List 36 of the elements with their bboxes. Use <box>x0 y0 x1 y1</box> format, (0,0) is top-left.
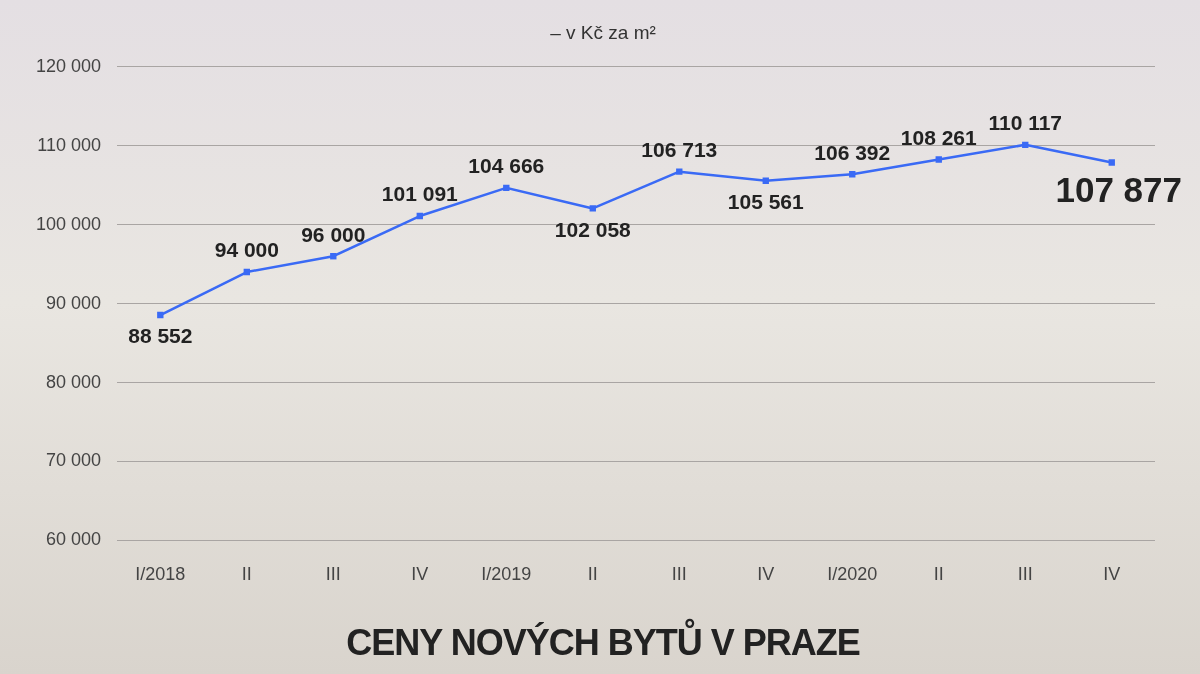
y-tick-label: 60 000 <box>46 529 102 550</box>
data-label: 106 392 <box>814 140 891 164</box>
point <box>1108 159 1115 166</box>
point <box>935 156 942 163</box>
y-tick-label: 90 000 <box>46 292 102 313</box>
data-label: 104 666 <box>468 154 545 178</box>
x-tick-label: II <box>933 564 944 585</box>
y-tick-label: 100 000 <box>35 213 102 234</box>
data-label: 96 000 <box>301 222 366 246</box>
data-label: 107 877 <box>1055 169 1182 209</box>
point <box>676 168 683 175</box>
x-tick-label: II <box>587 564 598 585</box>
x-tick-label: II <box>241 564 252 585</box>
data-label: 105 561 <box>727 190 805 214</box>
x-tick-label: I/2020 <box>827 564 878 585</box>
x-tick-label: IV <box>411 564 429 585</box>
data-label: 106 713 <box>641 137 718 161</box>
y-tick-label: 80 000 <box>46 371 102 392</box>
data-label: 102 058 <box>554 217 632 241</box>
point <box>589 205 596 212</box>
x-tick-label: III <box>1017 564 1033 585</box>
y-tick-label: 110 000 <box>37 134 102 155</box>
data-label: 101 091 <box>381 182 459 206</box>
chart-subtitle: – v Kč za m² <box>549 22 657 44</box>
data-label: 108 261 <box>900 125 978 149</box>
x-tick-label: I/2018 <box>135 564 186 585</box>
x-tick-label: IV <box>757 564 775 585</box>
x-tick-label: IV <box>1103 564 1121 585</box>
x-tick-label: III <box>325 564 341 585</box>
y-tick-label: 120 000 <box>35 55 102 76</box>
data-label: 88 552 <box>128 324 193 348</box>
y-tick-label: 70 000 <box>46 450 102 471</box>
data-label: 110 117 <box>988 111 1063 135</box>
x-tick-label: III <box>671 564 687 585</box>
x-tick-label: I/2019 <box>481 564 532 585</box>
data-label: 94 000 <box>214 238 279 262</box>
